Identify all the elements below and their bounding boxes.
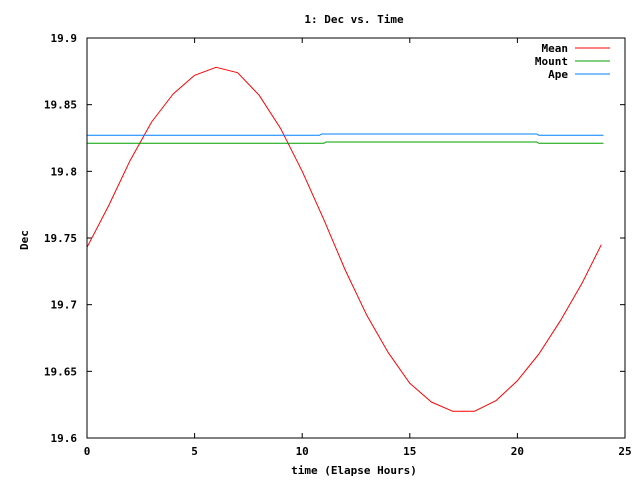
plot-frame	[86, 37, 626, 439]
x-tick-label: 15	[403, 445, 416, 458]
y-tick-label: 19.6	[51, 432, 78, 445]
tick-layer: 0 5 10 15 20 25 19.6 19.65 19.7 19.75 19.8 19.85 19.…	[44, 32, 632, 458]
x-tick-label: 25	[618, 445, 631, 458]
y-axis-label: Dec	[18, 230, 31, 250]
y-tick-label: 19.75	[44, 232, 77, 245]
chart-title: 1: Dec vs. Time	[304, 13, 404, 26]
series-line-mount	[87, 141, 604, 144]
y-tick-label: 19.65	[44, 365, 77, 378]
y-tick-label: 19.8	[51, 165, 78, 178]
x-tick-label: 0	[84, 445, 91, 458]
series-line-mean	[86, 66, 602, 412]
legend-label-mean: Mean	[542, 42, 569, 55]
y-tick-label: 19.9	[51, 32, 78, 45]
x-tick-label: 5	[191, 445, 198, 458]
x-axis-label: time (Elapse Hours)	[291, 464, 417, 477]
y-tick-label: 19.85	[44, 99, 77, 112]
x-tick-label: 10	[296, 445, 309, 458]
x-tick-label: 20	[511, 445, 524, 458]
legend-label-ape: Ape	[548, 68, 568, 81]
series-line-ape	[87, 133, 604, 136]
series-layer	[86, 66, 604, 412]
y-tick-label: 19.7	[51, 299, 78, 312]
legend-label-mount: Mount	[535, 55, 568, 68]
